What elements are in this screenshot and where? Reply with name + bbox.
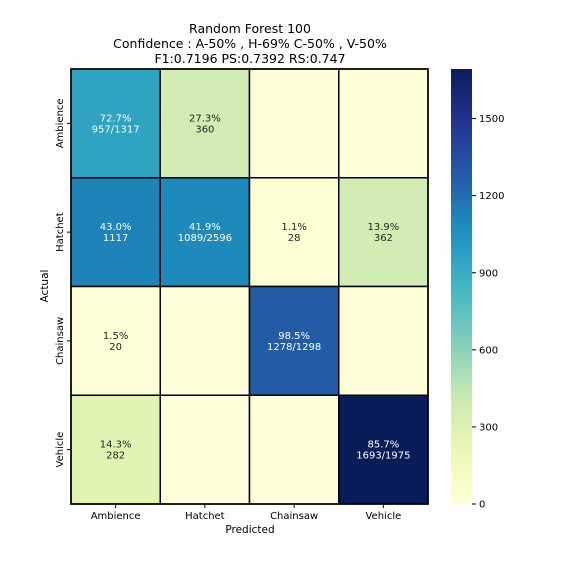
cell-percent-label: 27.3%	[189, 113, 221, 124]
x-tick-label: Hatchet	[185, 511, 225, 522]
heatmap-cell	[160, 395, 249, 504]
colorbar-tick-label: 300	[479, 422, 498, 433]
colorbar-tick-label: 600	[479, 345, 498, 356]
y-tick-label: Chainsaw	[55, 317, 66, 365]
cell-count-label: 1117	[103, 233, 128, 244]
cell-percent-label: 1.5%	[103, 331, 128, 342]
heatmap-cell	[339, 69, 428, 178]
cell-percent-label: 85.7%	[367, 440, 399, 451]
cell-percent-label: 14.3%	[100, 440, 132, 451]
cell-count-label: 20	[109, 342, 122, 353]
cell-count-label: 957/1317	[92, 124, 140, 135]
x-tick-label: Chainsaw	[270, 511, 318, 522]
colorbar-tick-label: 1200	[479, 191, 504, 202]
cell-count-label: 1693/1975	[356, 451, 410, 462]
heatmap-cell	[250, 395, 339, 504]
heatmap-cell	[160, 287, 249, 396]
colorbar-tick-label: 1500	[479, 114, 504, 125]
x-axis-label: Predicted	[225, 524, 274, 536]
cell-count-label: 1278/1298	[267, 342, 321, 353]
colorbar	[451, 69, 472, 504]
cell-count-label: 360	[195, 124, 214, 135]
x-tick-label: Ambience	[91, 511, 141, 522]
y-tick-label: Vehicle	[55, 432, 66, 468]
cell-count-label: 362	[374, 233, 393, 244]
cell-percent-label: 13.9%	[367, 222, 399, 233]
x-tick-label: Vehicle	[365, 511, 401, 522]
cell-percent-label: 1.1%	[281, 222, 306, 233]
y-axis-label: Actual	[39, 270, 51, 303]
heatmap-cell	[250, 69, 339, 178]
colorbar-tick-label: 0	[479, 500, 485, 511]
heatmap-cell	[339, 287, 428, 396]
y-tick-label: Hatchet	[55, 212, 66, 252]
cell-percent-label: 72.7%	[100, 113, 132, 124]
cell-percent-label: 98.5%	[278, 331, 310, 342]
y-tick-label: Ambience	[55, 98, 66, 148]
cell-percent-label: 43.0%	[100, 222, 132, 233]
cell-count-label: 28	[288, 233, 301, 244]
colorbar-tick-label: 900	[479, 268, 498, 279]
cell-count-label: 282	[106, 451, 125, 462]
cell-percent-label: 41.9%	[189, 222, 221, 233]
cell-count-label: 1089/2596	[178, 233, 232, 244]
